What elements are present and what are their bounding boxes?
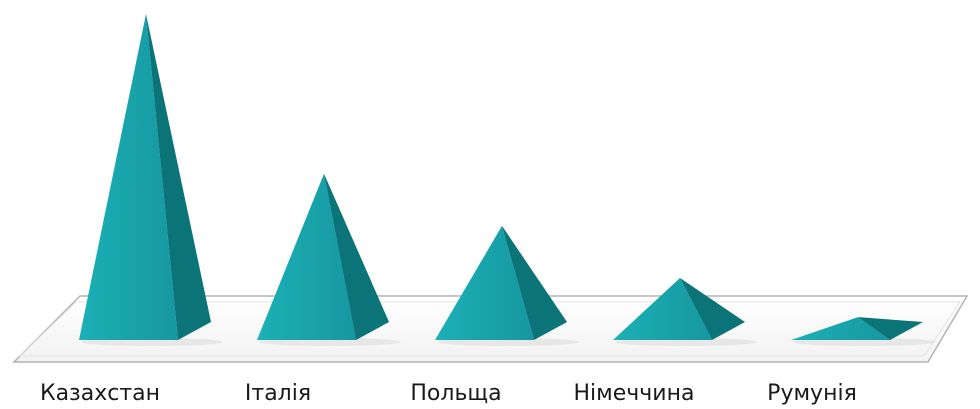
category-label-5: Румунія — [767, 381, 857, 406]
pyramid-front-face-1 — [79, 14, 178, 340]
pyramid-side-face-5 — [858, 317, 923, 340]
category-label-2: Італія — [245, 381, 311, 406]
pyramid-side-face-3 — [502, 225, 567, 340]
pyramid-front-face-2 — [257, 173, 356, 340]
pyramid-side-face-4 — [680, 278, 745, 340]
pyramid-side-face-1 — [146, 14, 211, 340]
pyramid-front-face-5 — [791, 317, 890, 340]
pyramid-side-face-2 — [324, 173, 389, 340]
labels-layer: Казахстан Італія Польща Німеччина Румунія — [40, 381, 857, 406]
pyramid-front-face-3 — [435, 225, 534, 340]
category-label-4: Німеччина — [574, 381, 695, 406]
category-label-3: Польща — [410, 381, 501, 406]
category-label-1: Казахстан — [40, 381, 160, 406]
pyramids-layer — [79, 14, 935, 346]
pyramid-front-face-4 — [613, 278, 712, 340]
